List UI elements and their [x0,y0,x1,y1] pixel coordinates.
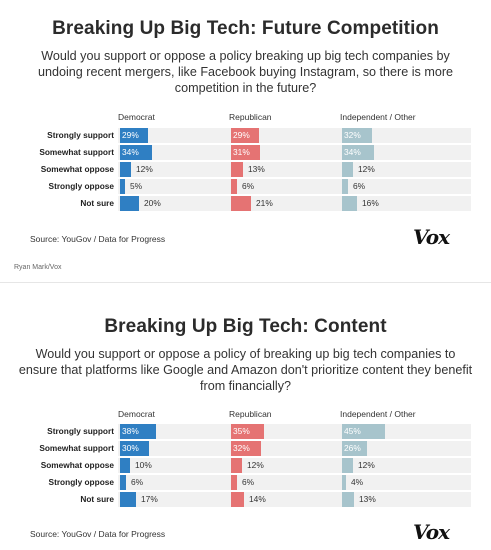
column-header-democrat: Democrat [118,409,155,419]
bar-independent [342,179,348,194]
bar-independent [342,441,367,456]
bar-democrat [120,196,139,211]
row-label: Somewhat oppose [40,164,114,174]
source-note: Source: YouGov / Data for Progress [30,234,166,244]
bar-democrat [120,179,125,194]
bar-democrat [120,162,131,177]
bar-independent [342,458,353,473]
data-label: 35% [233,426,250,436]
chart-title: Breaking Up Big Tech: Content [104,316,387,337]
bar-democrat [120,458,130,473]
bar-republican [231,475,237,490]
vox-logo: Vox [413,520,450,544]
data-label: 30% [122,443,139,453]
data-label: 6% [242,477,255,487]
row-label: Not sure [80,198,114,208]
data-label: 6% [242,181,255,191]
data-label: 12% [358,164,375,174]
data-label: 5% [130,181,143,191]
data-label: 16% [362,198,379,208]
row-background [118,196,471,211]
chart-title: Breaking Up Big Tech: Future Competition [52,18,439,39]
row-background [118,162,471,177]
chart-subtitle: Would you support or oppose a policy bre… [37,49,454,95]
bar-independent [342,162,353,177]
data-label: 29% [122,130,139,140]
bar-democrat [120,492,136,507]
data-label: 10% [135,460,152,470]
data-label: 12% [136,164,153,174]
data-label: 21% [256,198,273,208]
bar-republican [231,128,259,143]
column-header-independent: Independent / Other [340,112,416,122]
row-label: Strongly oppose [48,181,114,191]
bar-republican [231,458,242,473]
data-label: 34% [122,147,139,157]
bar-republican [231,441,261,456]
data-label: 32% [344,130,361,140]
data-label: 17% [141,494,158,504]
data-label: 12% [358,460,375,470]
bar-democrat [120,475,126,490]
vox-logo: Vox [413,225,450,249]
row-label: Strongly support [47,426,114,436]
data-label: 6% [353,181,366,191]
bar-democrat [120,145,152,160]
row-background [118,128,471,143]
bar-independent [342,196,357,211]
bar-democrat [120,128,148,143]
photo-credit: Ryan Mark/Vox [14,264,62,271]
data-label: 13% [248,164,265,174]
data-label: 31% [233,147,250,157]
row-label: Strongly support [47,130,114,140]
row-background [118,441,471,456]
row-background [118,475,471,490]
bar-democrat [120,424,156,439]
bar-republican [231,162,243,177]
chart-subtitle: Would you support or oppose a policy of … [18,347,473,393]
bar-republican [231,196,251,211]
row-background [118,458,471,473]
row-background [118,145,471,160]
source-note: Source: YouGov / Data for Progress [30,529,166,539]
row-background [118,424,471,439]
column-header-republican: Republican [229,112,272,122]
bar-republican [231,145,260,160]
data-label: 26% [344,443,361,453]
bar-independent [342,128,372,143]
bar-republican [231,424,264,439]
bar-independent [342,492,354,507]
row-label: Strongly oppose [48,477,114,487]
data-label: 38% [122,426,139,436]
column-header-democrat: Democrat [118,112,155,122]
column-header-republican: Republican [229,409,272,419]
bar-independent [342,475,346,490]
row-background [118,492,471,507]
bar-republican [231,492,244,507]
data-label: 4% [351,477,364,487]
bar-independent [342,145,374,160]
row-label: Somewhat oppose [40,460,114,470]
data-label: 29% [233,130,250,140]
data-label: 6% [131,477,144,487]
data-label: 45% [344,426,361,436]
bar-democrat [120,441,149,456]
row-label: Not sure [80,494,114,504]
row-label: Somewhat support [39,147,114,157]
bar-independent [342,424,385,439]
panel-divider [0,282,491,283]
data-label: 13% [359,494,376,504]
data-label: 32% [233,443,250,453]
data-label: 14% [249,494,266,504]
data-label: 20% [144,198,161,208]
data-label: 12% [247,460,264,470]
column-header-independent: Independent / Other [340,409,416,419]
row-label: Somewhat support [39,443,114,453]
row-background [118,179,471,194]
bar-republican [231,179,237,194]
data-label: 34% [344,147,361,157]
